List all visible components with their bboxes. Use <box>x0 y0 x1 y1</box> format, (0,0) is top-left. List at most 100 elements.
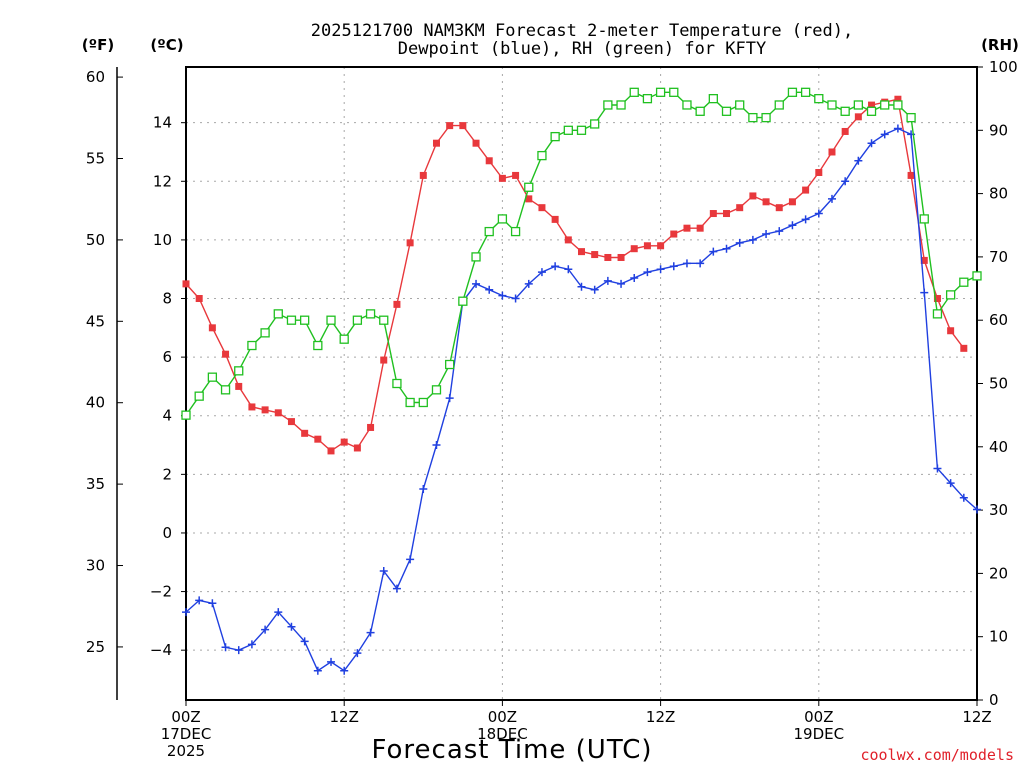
dewpoint-point <box>669 262 678 271</box>
2-meter-temperature-point <box>617 253 625 261</box>
2-meter-temperature-point <box>828 148 836 156</box>
rh-tick-label: 40 <box>989 438 1008 456</box>
2-meter-temperature-point <box>432 139 440 147</box>
2-meter-temperature-point <box>578 248 585 256</box>
fahrenheit-tick-label: 40 <box>86 394 105 412</box>
x-tick-label: 17DEC <box>161 725 212 743</box>
fahrenheit-tick-label: 60 <box>86 68 105 86</box>
rh-unit-label: (RH) <box>981 36 1019 54</box>
rh-tick-label: 60 <box>989 311 1008 329</box>
2-meter-temperature-point <box>235 382 243 390</box>
rh-point <box>326 315 336 325</box>
2-meter-temperature-point <box>538 204 546 212</box>
fahrenheit-tick-label: 55 <box>86 149 105 167</box>
rh-point <box>576 125 587 135</box>
2-meter-temperature-point <box>854 113 862 121</box>
rh-point <box>418 397 428 408</box>
rh-point <box>919 214 929 224</box>
dewpoint-point <box>511 294 520 303</box>
2-meter-temperature-point <box>591 251 599 259</box>
dewpoint-point <box>472 279 481 288</box>
rh-point <box>642 94 653 104</box>
2-meter-temperature-point <box>446 122 454 130</box>
2-meter-temperature-point <box>696 224 704 232</box>
dewpoint-point <box>577 282 586 291</box>
2-meter-temperature-point <box>657 242 665 250</box>
2-meter-temperature-point <box>406 239 414 247</box>
rh-point <box>800 87 811 97</box>
celsius-tick-label: 6 <box>162 348 172 366</box>
rh-point <box>405 397 415 408</box>
rh-point <box>392 378 402 389</box>
2-meter-temperature-point <box>604 253 612 261</box>
rh-point <box>510 226 521 237</box>
rh-tick-label: 0 <box>989 691 999 709</box>
rh-point <box>365 309 376 319</box>
dewpoint-point <box>682 259 691 268</box>
rh-point <box>761 112 771 123</box>
x-tick-label: 12Z <box>330 708 359 726</box>
2-meter-temperature-point <box>393 300 401 308</box>
rh-tick-label: 70 <box>989 248 1008 266</box>
rh-point <box>352 315 363 325</box>
fahrenheit-tick-label: 30 <box>86 557 105 575</box>
rh-point <box>379 315 389 325</box>
rh-tick-label: 90 <box>989 121 1008 139</box>
rh-point <box>273 309 283 319</box>
celsius-tick-label: 10 <box>153 231 172 249</box>
rh-point <box>827 100 837 110</box>
dewpoint-point <box>709 247 718 256</box>
rh-point <box>299 315 310 325</box>
2-meter-temperature-point <box>195 295 203 303</box>
2-meter-temperature-point <box>920 256 928 264</box>
rh-point <box>207 372 218 382</box>
2-meter-temperature-point <box>551 215 559 223</box>
dewpoint-point <box>617 279 626 288</box>
dewpoint-point <box>182 608 190 617</box>
dewpoint-point <box>920 288 929 297</box>
rh-point <box>932 309 943 319</box>
2-meter-temperature-point <box>459 122 467 130</box>
dewpoint-point <box>300 637 309 646</box>
chart-title-line-1: 2025121700 NAM3KM Forecast 2-meter Tempe… <box>311 21 853 41</box>
x-tick-label: 18DEC <box>477 725 528 743</box>
x-tick-label: 12Z <box>646 708 675 726</box>
2-meter-temperature-point <box>868 101 876 109</box>
dewpoint-point <box>762 230 771 239</box>
2-meter-temperature-point <box>222 350 230 358</box>
celsius-unit-label: (ºC) <box>150 36 183 54</box>
2-meter-temperature-point <box>274 409 282 417</box>
rh-point <box>339 334 349 344</box>
dewpoint-point <box>841 177 850 186</box>
2-meter-temperature-point <box>630 245 638 253</box>
rh-point <box>563 125 573 135</box>
dewpoint-point <box>221 643 230 652</box>
2-meter-temperature-point <box>841 127 849 135</box>
celsius-tick-label: 4 <box>162 407 172 425</box>
2-meter-temperature-point <box>208 324 216 332</box>
x-tick-label: 19DEC <box>794 725 845 743</box>
fahrenheit-tick-label: 45 <box>86 312 105 330</box>
2-meter-temperature-point <box>815 169 823 176</box>
rh-point <box>260 328 270 338</box>
2-meter-temperature-point <box>749 192 757 200</box>
dewpoint-point <box>564 265 573 274</box>
2-meter-temperature-point <box>287 418 295 426</box>
dewpoint-point <box>392 584 401 593</box>
rh-point <box>906 112 916 123</box>
rh-point <box>629 87 639 97</box>
2-meter-temperature-point <box>960 344 968 352</box>
rh-point <box>484 226 494 237</box>
dewpoint-point <box>353 649 362 658</box>
rh-point <box>880 100 890 110</box>
dewpoint-point <box>366 628 375 637</box>
2-meter-temperature-point <box>419 171 427 179</box>
rh-point <box>524 182 534 192</box>
rh-point <box>234 366 244 376</box>
2-meter-temperature-point <box>736 204 744 212</box>
2-meter-temperature-point <box>353 444 361 452</box>
rh-point <box>708 94 718 104</box>
2-meter-temperature-point <box>314 435 322 443</box>
rh-point <box>695 106 705 116</box>
